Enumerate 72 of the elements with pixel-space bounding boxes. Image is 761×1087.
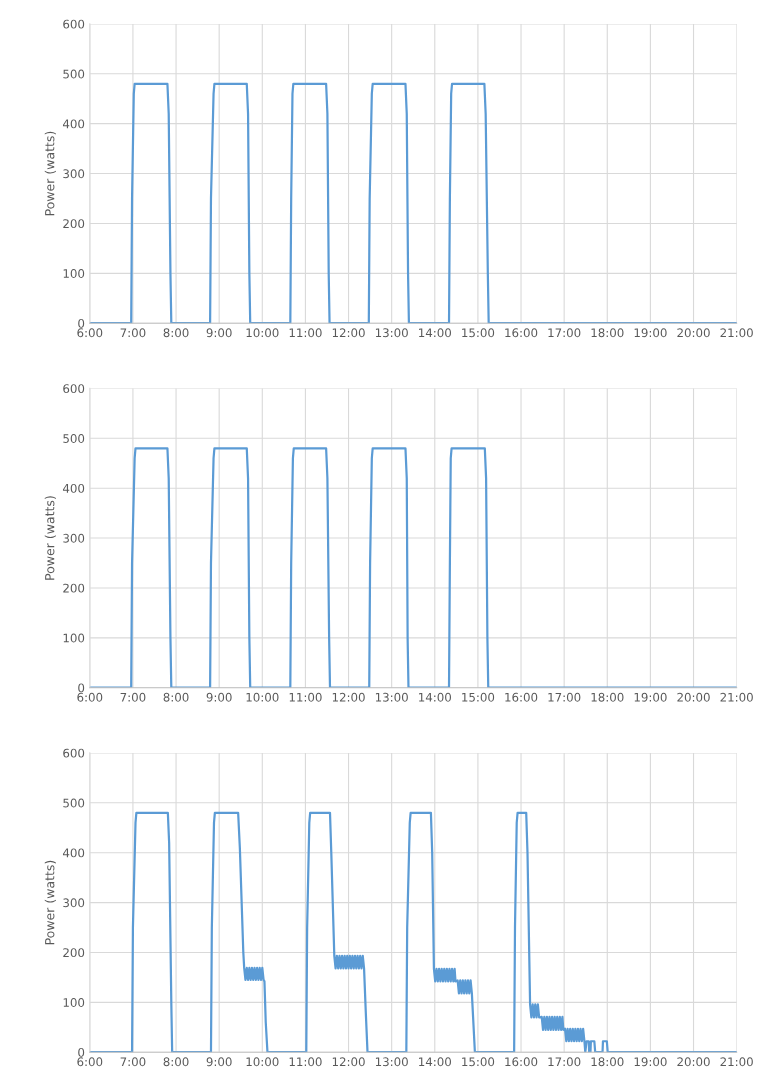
y-tick-label: 200 bbox=[63, 948, 85, 958]
x-tick-label: 18:00 bbox=[591, 328, 624, 338]
x-tick-label: 21:00 bbox=[720, 692, 753, 702]
x-tick-label: 17:00 bbox=[548, 328, 581, 338]
x-tick-label: 8:00 bbox=[163, 1057, 189, 1067]
y-tick-label: 400 bbox=[62, 848, 85, 858]
y-axis-title: Power (watts) bbox=[44, 131, 56, 216]
y-axis-title: Power (watts) bbox=[44, 496, 56, 580]
x-tick-label: 17:00 bbox=[548, 1057, 581, 1067]
x-tick-label: 16:00 bbox=[505, 692, 538, 702]
x-tick-label: 16:00 bbox=[505, 328, 538, 338]
x-tick-label: 21:00 bbox=[720, 1057, 753, 1067]
y-tick-label: 500 bbox=[63, 798, 85, 808]
x-tick-label: 9:00 bbox=[206, 328, 232, 338]
y-tick-label: 600 bbox=[63, 384, 85, 394]
x-tick-label: 9:00 bbox=[206, 692, 232, 702]
x-tick-label: 11:00 bbox=[289, 328, 322, 338]
x-tick-label: 14:00 bbox=[419, 1057, 452, 1067]
x-tick-label: 12:00 bbox=[332, 1057, 365, 1067]
x-tick-label: 13:00 bbox=[375, 1057, 408, 1067]
x-tick-label: 17:00 bbox=[548, 692, 581, 702]
x-tick-label: 10:00 bbox=[246, 328, 279, 338]
x-tick-label: 7:00 bbox=[120, 692, 146, 702]
x-tick-label: 10:00 bbox=[246, 692, 279, 702]
x-tick-label: 9:00 bbox=[206, 1057, 232, 1067]
x-tick-label: 14:00 bbox=[419, 692, 452, 702]
y-tick-label: 400 bbox=[62, 483, 85, 493]
y-tick-label: 300 bbox=[63, 169, 85, 179]
x-tick-label: 16:00 bbox=[505, 1057, 538, 1067]
x-tick-label: 6:00 bbox=[77, 692, 103, 702]
x-tick-label: 18:00 bbox=[591, 692, 624, 702]
x-tick-label: 15:00 bbox=[462, 692, 495, 702]
x-tick-label: 10:00 bbox=[246, 1057, 279, 1067]
x-tick-label: 8:00 bbox=[163, 328, 189, 338]
y-tick-label: 400 bbox=[62, 119, 85, 129]
x-tick-label: 18:00 bbox=[591, 1057, 624, 1067]
x-tick-label: 20:00 bbox=[677, 328, 710, 338]
y-tick-label: 100 bbox=[63, 633, 85, 643]
y-tick-label: 0 bbox=[78, 683, 85, 693]
x-tick-label: 6:00 bbox=[77, 328, 103, 338]
y-tick-label: 0 bbox=[78, 318, 85, 328]
x-tick-label: 20:00 bbox=[677, 692, 710, 702]
y-tick-label: 100 bbox=[63, 998, 85, 1007]
x-tick-label: 21:00 bbox=[720, 328, 753, 338]
y-tick-label: 200 bbox=[63, 583, 85, 593]
x-tick-label: 14:00 bbox=[419, 328, 452, 338]
y-tick-label: 100 bbox=[63, 269, 85, 278]
y-tick-label: 200 bbox=[63, 219, 85, 229]
x-tick-label: 13:00 bbox=[375, 692, 408, 702]
x-tick-label: 6:00 bbox=[77, 1057, 103, 1067]
x-tick-label: 19:00 bbox=[634, 692, 667, 702]
x-tick-label: 20:00 bbox=[677, 1057, 710, 1067]
x-tick-label: 19:00 bbox=[634, 328, 667, 338]
x-tick-label: 15:00 bbox=[462, 328, 495, 338]
y-tick-label: 300 bbox=[63, 533, 85, 543]
x-tick-label: 12:00 bbox=[332, 692, 365, 702]
x-tick-label: 7:00 bbox=[120, 328, 146, 338]
x-tick-label: 11:00 bbox=[289, 692, 322, 702]
y-tick-label: 600 bbox=[63, 748, 85, 758]
x-tick-label: 8:00 bbox=[163, 692, 189, 702]
y-axis-title: Power (watts) bbox=[44, 860, 56, 945]
x-tick-label: 15:00 bbox=[462, 1057, 495, 1067]
y-tick-label: 500 bbox=[63, 434, 85, 443]
y-tick-label: 600 bbox=[63, 19, 85, 29]
x-tick-label: 11:00 bbox=[289, 1057, 322, 1067]
y-tick-label: 500 bbox=[63, 69, 85, 79]
x-tick-label: 12:00 bbox=[332, 328, 365, 338]
x-tick-label: 19:00 bbox=[634, 1057, 667, 1067]
y-tick-label: 0 bbox=[78, 1047, 85, 1057]
x-tick-label: 13:00 bbox=[375, 328, 408, 338]
x-tick-label: 7:00 bbox=[120, 1057, 146, 1067]
y-tick-label: 300 bbox=[63, 898, 85, 908]
